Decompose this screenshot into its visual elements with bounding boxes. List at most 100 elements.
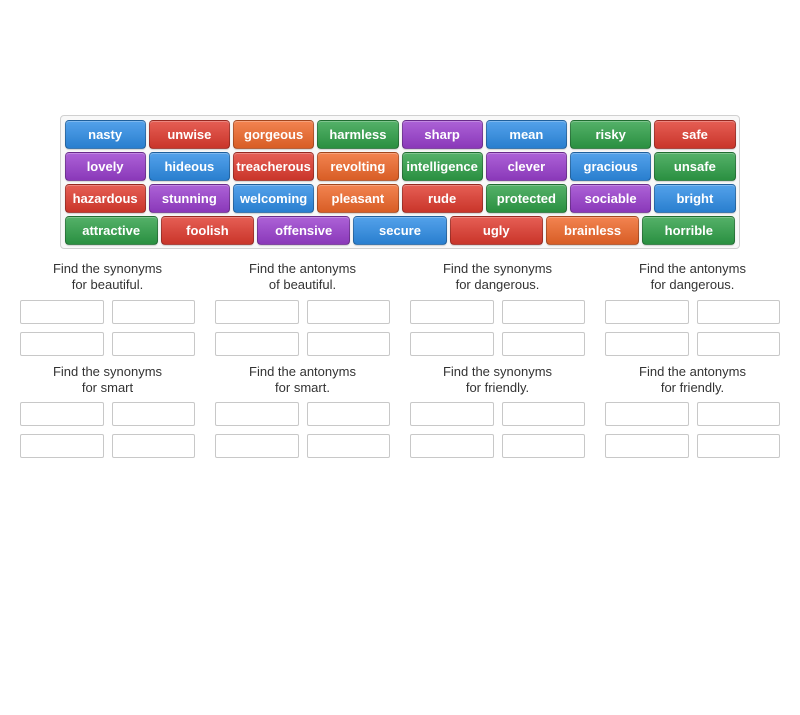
slots xyxy=(215,300,390,356)
task-label: Find the antonymsof beautiful. xyxy=(215,261,390,294)
word-bank: nastyunwisegorgeousharmlesssharpmeanrisk… xyxy=(60,115,740,249)
task-group: Find the synonymsfor friendly. xyxy=(410,364,585,459)
word-row: attractivefoolishoffensivesecureuglybrai… xyxy=(63,214,737,246)
drop-slot[interactable] xyxy=(410,402,494,426)
task-label: Find the synonymsfor friendly. xyxy=(410,364,585,397)
drop-slot[interactable] xyxy=(20,434,104,458)
task-label: Find the antonymsfor friendly. xyxy=(605,364,780,397)
slots xyxy=(410,402,585,458)
drop-slot[interactable] xyxy=(112,332,196,356)
drop-slot[interactable] xyxy=(605,434,689,458)
word-row: hazardousstunningwelcomingpleasantrudepr… xyxy=(63,182,737,214)
task-label: Find the antonymsfor dangerous. xyxy=(605,261,780,294)
word-tile[interactable]: bright xyxy=(654,184,735,213)
task-group: Find the antonymsof beautiful. xyxy=(215,261,390,356)
word-tile[interactable]: lovely xyxy=(65,152,146,181)
task-label-line1: Find the synonyms xyxy=(410,364,585,380)
word-tile[interactable]: ugly xyxy=(450,216,543,245)
drop-slot[interactable] xyxy=(410,434,494,458)
drop-slot[interactable] xyxy=(112,402,196,426)
word-tile[interactable]: sharp xyxy=(402,120,483,149)
word-tile[interactable]: unwise xyxy=(149,120,230,149)
drop-slot[interactable] xyxy=(20,300,104,324)
task-label: Find the synonymsfor smart xyxy=(20,364,195,397)
drop-slot[interactable] xyxy=(502,434,586,458)
word-tile[interactable]: brainless xyxy=(546,216,639,245)
slots xyxy=(20,402,195,458)
drop-slot[interactable] xyxy=(410,332,494,356)
slots xyxy=(605,402,780,458)
drop-slot[interactable] xyxy=(502,300,586,324)
word-tile[interactable]: protected xyxy=(486,184,567,213)
task-label-line2: for dangerous. xyxy=(410,277,585,293)
word-tile[interactable]: treacherous xyxy=(233,152,314,181)
drop-slot[interactable] xyxy=(502,402,586,426)
word-tile[interactable]: unsafe xyxy=(654,152,735,181)
drop-slot[interactable] xyxy=(20,332,104,356)
task-label: Find the antonymsfor smart. xyxy=(215,364,390,397)
task-group: Find the antonymsfor smart. xyxy=(215,364,390,459)
word-tile[interactable]: gracious xyxy=(570,152,651,181)
task-label-line1: Find the antonyms xyxy=(215,261,390,277)
task-label-line2: for smart. xyxy=(215,380,390,396)
word-tile[interactable]: stunning xyxy=(149,184,230,213)
drop-slot[interactable] xyxy=(307,402,391,426)
word-tile[interactable]: welcoming xyxy=(233,184,314,213)
tasks-grid: Find the synonymsfor beautiful.Find the … xyxy=(20,261,780,458)
drop-slot[interactable] xyxy=(112,300,196,324)
word-tile[interactable]: attractive xyxy=(65,216,158,245)
drop-slot[interactable] xyxy=(307,434,391,458)
task-label-line2: for beautiful. xyxy=(20,277,195,293)
word-tile[interactable]: harmless xyxy=(317,120,398,149)
task-group: Find the antonymsfor dangerous. xyxy=(605,261,780,356)
word-tile[interactable]: revolting xyxy=(317,152,398,181)
task-group: Find the synonymsfor dangerous. xyxy=(410,261,585,356)
drop-slot[interactable] xyxy=(605,332,689,356)
word-tile[interactable]: secure xyxy=(353,216,446,245)
task-label-line1: Find the synonyms xyxy=(20,261,195,277)
word-tile[interactable]: clever xyxy=(486,152,567,181)
word-tile[interactable]: safe xyxy=(654,120,735,149)
task-label-line1: Find the antonyms xyxy=(605,364,780,380)
slots xyxy=(605,300,780,356)
word-tile[interactable]: intelligence xyxy=(402,152,483,181)
word-tile[interactable]: pleasant xyxy=(317,184,398,213)
task-label-line1: Find the antonyms xyxy=(605,261,780,277)
drop-slot[interactable] xyxy=(605,402,689,426)
word-tile[interactable]: foolish xyxy=(161,216,254,245)
task-group: Find the synonymsfor smart xyxy=(20,364,195,459)
word-tile[interactable]: hazardous xyxy=(65,184,146,213)
task-label-line2: for friendly. xyxy=(410,380,585,396)
drop-slot[interactable] xyxy=(697,332,781,356)
slots xyxy=(410,300,585,356)
drop-slot[interactable] xyxy=(215,300,299,324)
word-row: lovelyhideoustreacherousrevoltingintelli… xyxy=(63,150,737,182)
word-tile[interactable]: risky xyxy=(570,120,651,149)
word-tile[interactable]: mean xyxy=(486,120,567,149)
word-tile[interactable]: sociable xyxy=(570,184,651,213)
drop-slot[interactable] xyxy=(697,434,781,458)
drop-slot[interactable] xyxy=(410,300,494,324)
word-tile[interactable]: offensive xyxy=(257,216,350,245)
task-label-line2: for friendly. xyxy=(605,380,780,396)
drop-slot[interactable] xyxy=(215,434,299,458)
task-group: Find the antonymsfor friendly. xyxy=(605,364,780,459)
drop-slot[interactable] xyxy=(215,332,299,356)
word-tile[interactable]: gorgeous xyxy=(233,120,314,149)
word-tile[interactable]: hideous xyxy=(149,152,230,181)
task-label: Find the synonymsfor dangerous. xyxy=(410,261,585,294)
drop-slot[interactable] xyxy=(697,402,781,426)
drop-slot[interactable] xyxy=(605,300,689,324)
word-tile[interactable]: rude xyxy=(402,184,483,213)
task-label-line2: for smart xyxy=(20,380,195,396)
drop-slot[interactable] xyxy=(20,402,104,426)
task-label-line1: Find the synonyms xyxy=(20,364,195,380)
drop-slot[interactable] xyxy=(215,402,299,426)
drop-slot[interactable] xyxy=(697,300,781,324)
drop-slot[interactable] xyxy=(502,332,586,356)
word-tile[interactable]: horrible xyxy=(642,216,735,245)
drop-slot[interactable] xyxy=(112,434,196,458)
drop-slot[interactable] xyxy=(307,332,391,356)
drop-slot[interactable] xyxy=(307,300,391,324)
word-tile[interactable]: nasty xyxy=(65,120,146,149)
